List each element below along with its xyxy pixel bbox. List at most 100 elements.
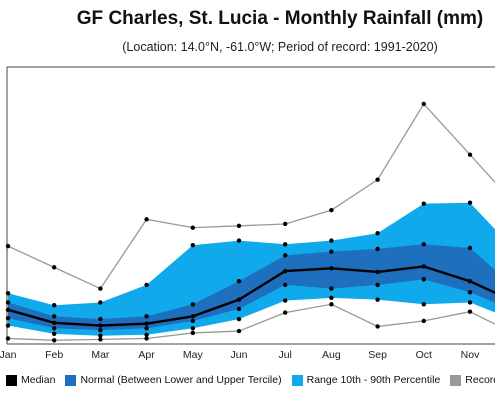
legend-item-normal: Normal (Between Lower and Upper Tercile): [65, 374, 282, 386]
range-upper-point-may: [190, 243, 195, 248]
normal-lower-point-jan: [5, 315, 11, 321]
range-upper-point-feb: [52, 303, 57, 308]
x-tick-label-jul: Jul: [278, 349, 291, 361]
normal-upper-point-nov: [467, 245, 473, 251]
range-upper-point-nov: [467, 200, 473, 205]
normal-lower-point-nov: [467, 290, 473, 295]
normal-lower-point-jun: [236, 306, 242, 312]
record-high-point-nov: [467, 152, 473, 157]
median-point-aug: [329, 266, 334, 271]
x-tick-label-jan: Jan: [0, 349, 17, 361]
range-lower-point-may: [190, 326, 195, 331]
legend-item-median: Median: [6, 374, 55, 386]
normal-upper-point-mar: [98, 316, 103, 322]
median-point-feb: [52, 320, 57, 325]
range-upper-point-oct: [421, 201, 426, 206]
record-high-point-may: [190, 225, 195, 230]
chart-legend: Median Normal (Between Lower and Upper T…: [6, 374, 495, 386]
record-low-point-jul: [283, 310, 288, 315]
x-tick-label-sep: Sep: [368, 349, 387, 361]
median-point-mar: [98, 323, 103, 328]
range-lower-point-jan: [5, 323, 11, 328]
range-lower-point-apr: [144, 332, 149, 337]
chart-title: GF Charles, St. Lucia - Monthly Rainfall…: [76, 8, 484, 29]
range-lower-point-jun: [236, 316, 242, 322]
range-lower-point-sep: [375, 297, 380, 302]
legend-label-median: Median: [21, 374, 56, 386]
record-high-point-jul: [283, 221, 288, 227]
legend-swatch-range: [291, 374, 303, 386]
x-tick-label-may: May: [183, 349, 204, 361]
range-lower-point-aug: [329, 295, 334, 301]
legend-label-normal: Normal (Between Lower and Upper Tercile): [80, 374, 282, 386]
record-low-point-mar: [98, 337, 103, 342]
record-high-point-aug: [329, 207, 334, 213]
record-high-point-mar: [98, 286, 103, 291]
range-upper-point-jun: [236, 238, 242, 243]
range-lower-point-mar: [98, 333, 103, 338]
normal-lower-point-feb: [52, 326, 57, 331]
range-upper-point-jan: [5, 291, 11, 296]
median-point-oct: [421, 264, 426, 269]
record-low-point-feb: [52, 338, 57, 343]
normal-lower-point-sep: [375, 282, 380, 288]
range-lower-point-oct: [421, 302, 426, 307]
legend-swatch-normal: [65, 374, 77, 386]
normal-upper-point-feb: [52, 314, 57, 319]
median-point-jan: [5, 307, 11, 313]
normal-upper-point-jan: [5, 300, 11, 305]
record-high-line: [7, 102, 495, 290]
record-high-point-sep: [375, 177, 380, 182]
x-tick-label-feb: Feb: [45, 349, 63, 361]
legend-label-range: Range 10th - 90th Percentile: [306, 374, 441, 386]
record-low-line: [7, 303, 495, 341]
x-tick-label-aug: Aug: [322, 349, 341, 361]
median-point-apr: [144, 321, 149, 326]
x-tick-label-apr: Apr: [138, 349, 155, 361]
normal-lower-point-may: [190, 318, 195, 324]
record-low-point-nov: [467, 309, 473, 314]
range-10-90-band: [8, 202, 495, 336]
normal-upper-point-may: [190, 302, 195, 307]
median-point-nov: [467, 279, 473, 284]
range-lower-point-nov: [467, 300, 473, 305]
normal-upper-point-oct: [421, 242, 426, 247]
median-point-may: [190, 314, 195, 319]
normal-lower-point-aug: [329, 286, 334, 291]
record-low-point-jan: [5, 336, 11, 341]
rainfall-chart: JanFebMarAprMayJunJulAugSepOctNovDec: [0, 66, 495, 361]
range-upper-point-jul: [283, 242, 288, 247]
normal-lower-point-jul: [283, 282, 288, 288]
x-tick-label-oct: Oct: [416, 349, 432, 361]
record-low-point-sep: [375, 324, 380, 329]
range-lower-point-jul: [283, 298, 288, 303]
record-low-point-oct: [421, 318, 426, 324]
normal-upper-point-sep: [375, 246, 380, 252]
record-low-point-apr: [144, 336, 149, 341]
median-point-jun: [236, 297, 242, 302]
normal-upper-point-apr: [144, 314, 149, 319]
chart-subtitle: (Location: 14.0°N, -61.0°W; Period of re…: [122, 40, 438, 54]
range-upper-point-sep: [375, 231, 380, 236]
x-tick-label-mar: Mar: [91, 349, 110, 361]
normal-tercile-band: [8, 244, 495, 331]
normal-upper-point-aug: [329, 249, 334, 254]
x-tick-label-nov: Nov: [461, 349, 480, 361]
range-upper-point-aug: [329, 238, 334, 243]
record-high-point-jun: [236, 223, 242, 229]
record-low-point-jun: [236, 328, 242, 334]
normal-upper-point-jul: [283, 253, 288, 258]
range-lower-point-feb: [52, 331, 57, 337]
record-low-point-aug: [329, 302, 334, 307]
normal-lower-point-apr: [144, 326, 149, 331]
legend-item-record: Record Low/High: [450, 374, 495, 386]
record-high-point-oct: [421, 101, 426, 107]
record-low-point-may: [190, 330, 195, 336]
legend-label-record: Record Low/High: [465, 374, 495, 386]
range-upper-point-mar: [98, 300, 103, 305]
normal-lower-point-mar: [98, 327, 103, 333]
normal-lower-point-oct: [421, 277, 426, 282]
x-tick-label-jun: Jun: [231, 349, 248, 361]
median-point-jul: [283, 268, 288, 274]
legend-item-range: Range 10th - 90th Percentile: [291, 374, 441, 386]
